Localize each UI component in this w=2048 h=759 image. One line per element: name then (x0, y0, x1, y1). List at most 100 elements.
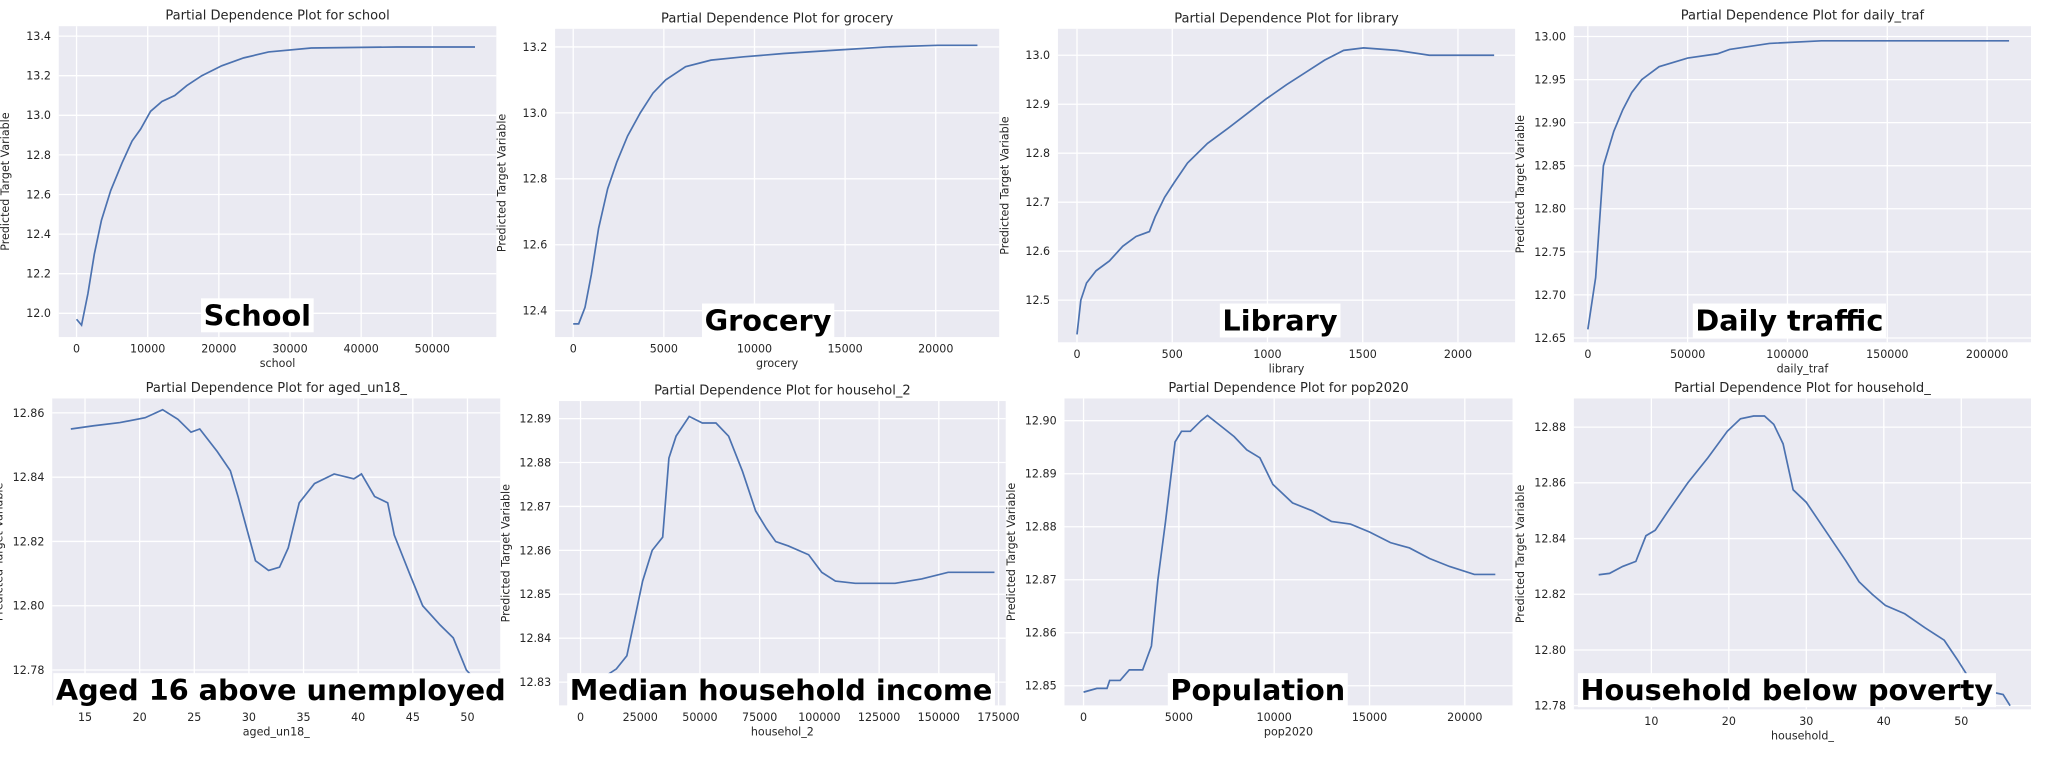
y-tick-label: 13.00 (1534, 30, 1566, 43)
x-tick-label: 500 (1162, 348, 1183, 361)
x-tick-label: 150000 (1866, 348, 1908, 361)
y-tick-label: 12.86 (1534, 477, 1566, 490)
y-tick-label: 12.84 (13, 471, 45, 484)
y-tick-label: 13.0 (26, 109, 51, 122)
annotation-bg (1219, 303, 1341, 338)
x-axis-label: grocery (756, 357, 799, 370)
y-tick-label: 12.8 (26, 149, 51, 162)
y-tick-label: 12.90 (1534, 117, 1566, 130)
y-axis-label: Predicted Target Variable (998, 116, 1011, 255)
y-tick-label: 12.87 (1025, 574, 1057, 587)
y-tick-label: 12.2 (26, 268, 51, 281)
y-tick-label: 12.8 (523, 173, 548, 186)
annotation-bg (1167, 673, 1348, 708)
x-tick-label: 20 (133, 711, 147, 724)
x-tick-label: 10 (1644, 715, 1658, 728)
chart-title: Partial Dependence Plot for library (1174, 11, 1399, 26)
x-tick-label: 50 (460, 711, 474, 724)
x-axis-label: school (260, 357, 296, 370)
x-tick-label: 30000 (272, 343, 307, 356)
x-tick-label: 20000 (1447, 711, 1482, 724)
y-tick-label: 12.70 (1534, 289, 1566, 302)
y-tick-label: 12.86 (13, 407, 45, 420)
y-tick-label: 12.4 (26, 228, 51, 241)
y-axis-label: Predicted Target Variable (0, 112, 12, 251)
annotation: School (204, 298, 311, 332)
annotation-bg (1577, 673, 1996, 708)
x-tick-label: 0 (570, 343, 577, 356)
y-tick-label: 12.82 (1534, 588, 1566, 601)
data-line (70, 408, 485, 694)
x-tick-label: 175000 (977, 711, 1019, 724)
x-tick-label: 15000 (827, 343, 862, 356)
annotation-bg (567, 673, 995, 708)
y-tick-label: 12.7 (1025, 196, 1050, 209)
y-axis-label: Predicted Target Variable (1514, 485, 1527, 624)
y-tick-label: 12.89 (519, 413, 551, 426)
y-tick-label: 12.95 (1534, 74, 1566, 87)
y-tick-label: 12.84 (519, 632, 551, 645)
y-tick-label: 13.2 (26, 70, 51, 83)
x-tick-label: 20 (1722, 715, 1736, 728)
x-tick-label: 0 (73, 343, 80, 356)
y-tick-label: 12.6 (523, 239, 548, 252)
data-line (1083, 414, 1496, 693)
annotation: Household below poverty (1580, 673, 1993, 707)
y-tick-label: 12.88 (1025, 521, 1057, 534)
x-tick-label: 0 (1584, 348, 1591, 361)
x-tick-label: 10000 (130, 343, 165, 356)
data-line (1598, 415, 2011, 707)
y-tick-label: 12.85 (519, 588, 551, 601)
x-axis-label: aged_un18_ (243, 725, 310, 738)
x-tick-label: 45 (406, 711, 420, 724)
chart-title: Partial Dependence Plot for grocery (661, 11, 893, 26)
y-tick-label: 12.80 (1534, 644, 1566, 657)
annotation: Aged 16 above unemployed (56, 673, 506, 707)
y-axis-label: Predicted Target Variable (499, 484, 512, 623)
plot-area (1573, 26, 2032, 343)
plot-area (1573, 398, 2032, 710)
y-tick-label: 12.90 (1025, 415, 1057, 428)
data-line (580, 415, 995, 694)
y-axis-label: Predicted Target Variable (1514, 115, 1527, 254)
x-tick-label: 1000 (1253, 348, 1281, 361)
x-tick-label: 15 (78, 711, 92, 724)
x-tick-label: 125000 (858, 711, 900, 724)
plot-area (559, 401, 1006, 706)
x-tick-label: 10000 (1257, 711, 1292, 724)
x-tick-label: 15000 (1352, 711, 1387, 724)
data-line (1587, 39, 2010, 330)
y-tick-label: 12.84 (1534, 532, 1566, 545)
x-tick-label: 100000 (1766, 348, 1808, 361)
x-tick-label: 150000 (918, 711, 960, 724)
x-tick-label: 35 (296, 711, 310, 724)
y-tick-label: 12.86 (519, 544, 551, 557)
x-tick-label: 0 (1080, 711, 1087, 724)
x-tick-label: 100000 (798, 711, 840, 724)
x-tick-label: 5000 (650, 343, 678, 356)
x-tick-label: 200000 (1966, 348, 2008, 361)
y-tick-label: 12.9 (1025, 98, 1050, 111)
plot-area (1057, 28, 1516, 343)
y-tick-label: 12.87 (519, 500, 551, 513)
y-tick-label: 12.80 (1534, 203, 1566, 216)
y-tick-label: 12.65 (1534, 332, 1566, 345)
y-tick-label: 12.4 (523, 305, 548, 318)
x-tick-label: 40 (351, 711, 365, 724)
x-tick-label: 0 (577, 711, 584, 724)
y-tick-label: 12.78 (1534, 700, 1566, 713)
annotation: Daily traffic (1695, 304, 1883, 338)
x-tick-label: 50000 (1670, 348, 1705, 361)
y-tick-label: 12.6 (1025, 245, 1050, 258)
plot-area (1064, 398, 1513, 706)
y-tick-label: 12.0 (26, 307, 51, 320)
x-tick-label: 40000 (343, 343, 378, 356)
y-tick-label: 13.0 (523, 107, 548, 120)
x-tick-label: 50000 (415, 343, 450, 356)
x-tick-label: 1500 (1349, 348, 1377, 361)
y-tick-label: 12.85 (1025, 680, 1057, 693)
x-tick-label: 50000 (682, 711, 717, 724)
annotation: Library (1222, 304, 1337, 338)
chart-title: Partial Dependence Plot for aged_un18_ (146, 381, 408, 396)
